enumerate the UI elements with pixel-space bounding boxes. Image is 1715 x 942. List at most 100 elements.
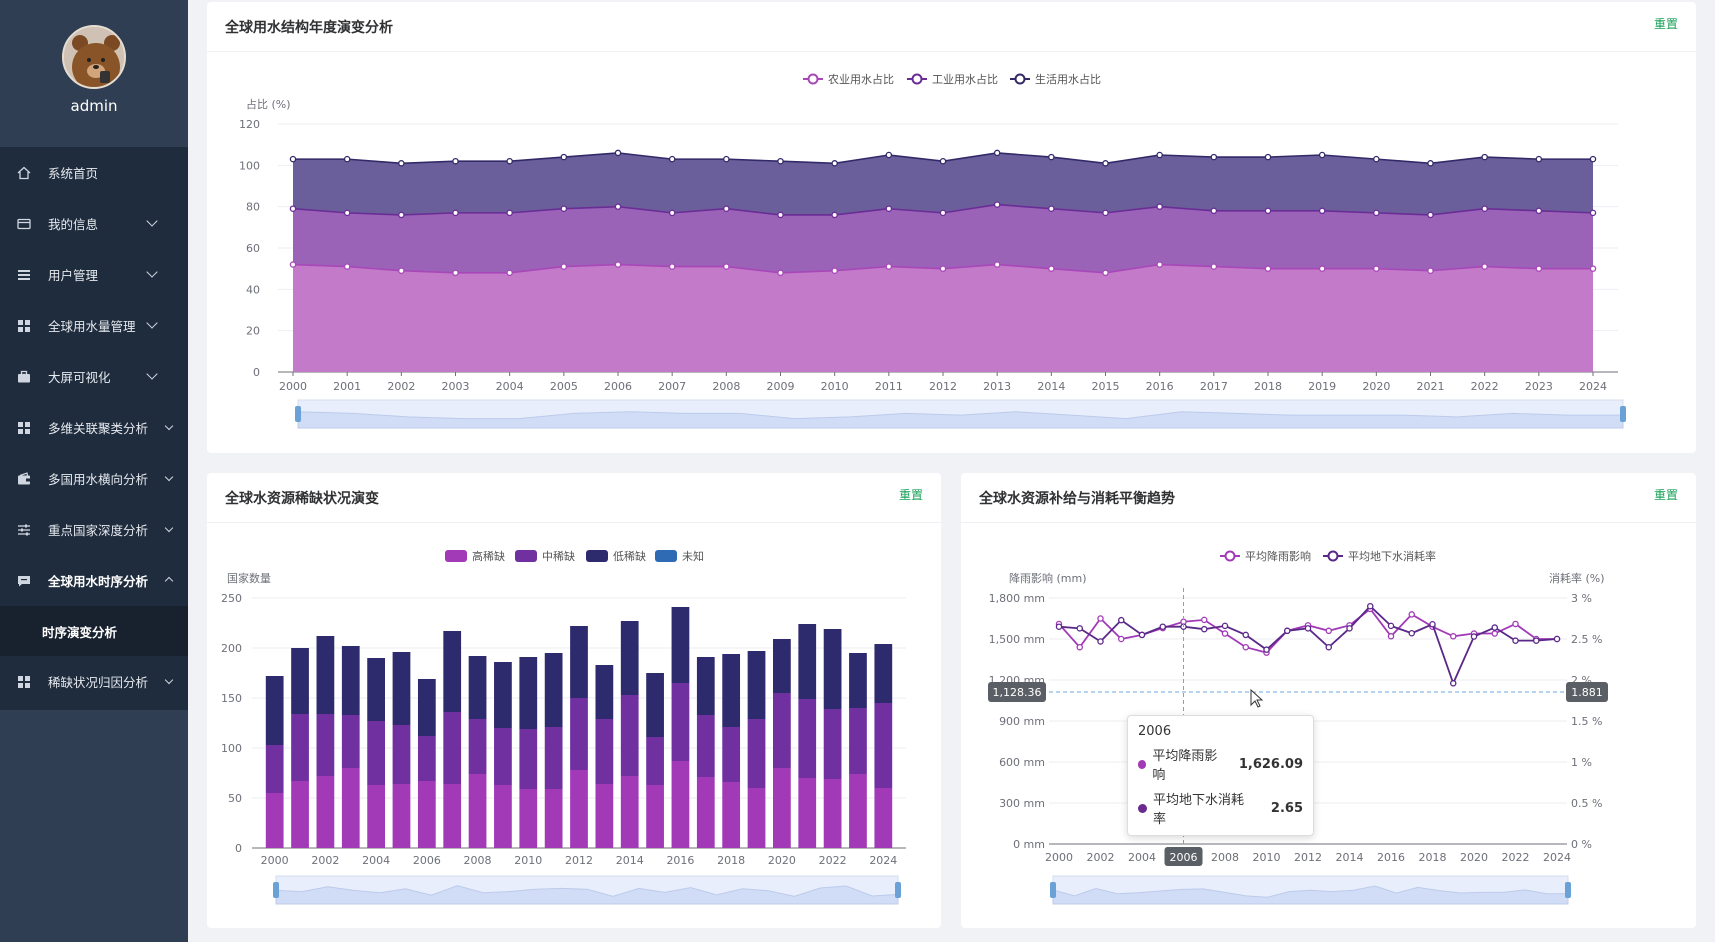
- sidebar-subitem-timeseries-evolution[interactable]: 时序演变分析: [0, 606, 188, 656]
- data-point: [1138, 631, 1146, 639]
- card-title: 全球用水结构年度演变分析: [225, 19, 393, 36]
- sidebar-item-key-country[interactable]: 重点国家深度分析: [0, 504, 188, 555]
- sidebar-item-my-info[interactable]: 我的信息: [0, 198, 188, 249]
- x-tick-label: 2004: [496, 380, 524, 393]
- x-tick-label: 2020: [768, 854, 796, 867]
- data-point: [1242, 643, 1249, 651]
- bar-segment: [417, 781, 436, 848]
- x-tick-label: 2022: [1502, 851, 1530, 864]
- data-point: [668, 263, 676, 270]
- data-point: [1373, 209, 1380, 217]
- bar-segment: [494, 728, 512, 785]
- sidebar-item-label: 全球用水时序分析: [48, 574, 149, 589]
- data-point: [452, 269, 459, 277]
- y2-tick-label: 2.5 %: [1571, 633, 1602, 646]
- mouse-cursor-icon: [1250, 689, 1264, 708]
- bar-segment: [570, 770, 588, 848]
- sidebar-item-cross-country[interactable]: 多国用水横向分析: [0, 453, 188, 504]
- bar-segment: [620, 621, 639, 695]
- avatar[interactable]: [62, 25, 126, 89]
- bar-segment: [443, 784, 462, 848]
- legend-label: 中稀缺: [542, 549, 575, 563]
- card-header: 全球用水结构年度演变分析 重置: [207, 2, 1696, 52]
- data-point: [289, 155, 297, 163]
- y-tick-label: 80: [246, 201, 260, 214]
- sidebar-item-label: 重点国家深度分析: [48, 523, 149, 538]
- bar-segment: [392, 652, 411, 725]
- scarcity-chart: 0 50 100 150 200 250 国家数量 2000 2002 2004 2006 2008 2…: [221, 549, 906, 905]
- data-point: [1048, 153, 1055, 161]
- bar-segment: [468, 719, 487, 774]
- data-point: [614, 203, 622, 210]
- x-tick-label: 2024: [1543, 851, 1571, 864]
- data-point: [1449, 633, 1457, 640]
- x-tick-label: 2014: [616, 854, 644, 867]
- y2-tick-label: 3 %: [1571, 592, 1592, 605]
- area-industry: [293, 204, 1593, 273]
- sidebar-item-home[interactable]: 系统首页: [0, 147, 188, 198]
- x-tick-label: 2010: [514, 854, 542, 867]
- data-point: [1373, 265, 1380, 272]
- data-point: [1117, 635, 1125, 643]
- x-tick-label: 2016: [666, 854, 694, 867]
- bar-segment: [773, 768, 791, 848]
- bar-segment: [747, 788, 766, 848]
- crosshair-right-badge: [1566, 682, 1608, 702]
- data-point: [1055, 623, 1063, 630]
- bar-segment: [874, 788, 893, 848]
- reset-button[interactable]: 重置: [1653, 488, 1678, 502]
- tooltip-row: 平均地下水消耗率 2.65: [1138, 789, 1303, 827]
- y-axis-label: 降雨影响 (mm): [1009, 571, 1087, 585]
- y2-tick-label: 1.5 %: [1571, 715, 1602, 728]
- tooltip-row: 平均降雨影响 1,626.09: [1138, 745, 1303, 783]
- data-point: [1533, 637, 1540, 644]
- y-tick-label: 20: [246, 325, 260, 338]
- sidebar-item-water-management[interactable]: 全球用水量管理: [0, 300, 188, 351]
- bar-segment: [367, 721, 385, 785]
- chevron-down-icon: [164, 675, 174, 685]
- data-point: [506, 209, 513, 217]
- y-tick-label: 50: [228, 792, 242, 805]
- data-point: [398, 267, 405, 274]
- sidebar-item-user-management[interactable]: 用户管理: [0, 249, 188, 300]
- data-point: [1102, 269, 1109, 277]
- x-tick-label: 2024: [1579, 380, 1607, 393]
- sidebar-item-scarcity-attribution[interactable]: 稀缺状况归因分析: [0, 656, 188, 707]
- data-point: [1318, 265, 1326, 272]
- zoom-slider-preview: [275, 885, 899, 905]
- y-tick-label: 150: [221, 692, 242, 705]
- data-point: [1076, 643, 1084, 651]
- chat-icon: [16, 573, 32, 589]
- x-tick-label: 2009: [767, 380, 795, 393]
- sidebar-item-cluster-analysis[interactable]: 多维关联聚类分析: [0, 402, 188, 453]
- x-tick-label: 2006: [413, 854, 441, 867]
- data-point: [1427, 211, 1434, 219]
- reset-button[interactable]: 重置: [898, 488, 923, 502]
- legend-swatch: [515, 550, 537, 562]
- bar-segment: [849, 774, 867, 848]
- x-tick-label: 2022: [1471, 380, 1499, 393]
- data-point: [1427, 160, 1434, 167]
- bar-segment: [646, 673, 664, 737]
- data-point: [1200, 625, 1208, 633]
- chevron-down-icon: [164, 421, 174, 431]
- bar-segment: [696, 715, 715, 777]
- data-point: [1156, 203, 1163, 210]
- bar-segment: [747, 719, 766, 788]
- chart-tooltip: 2006 平均降雨影响 1,626.09 平均地下水消耗率 2.65: [1127, 715, 1314, 836]
- x-tick-label: 2000: [1045, 851, 1073, 864]
- bar-segment: [595, 665, 614, 719]
- bar-segment: [392, 784, 411, 848]
- bar-segment: [823, 779, 842, 848]
- sidebar-item-label: 系统首页: [48, 166, 99, 181]
- reset-button[interactable]: 重置: [1653, 17, 1678, 31]
- chevron-down-icon: [164, 523, 174, 533]
- y-tick-label: 0: [253, 366, 260, 379]
- sidebar-item-timeseries[interactable]: 全球用水时序分析: [0, 555, 188, 606]
- data-point: [1102, 160, 1109, 167]
- area-domestic: [293, 152, 1593, 215]
- y-tick-label: 120: [239, 118, 260, 131]
- sidebar-item-big-screen[interactable]: 大屏可视化: [0, 351, 188, 402]
- x-tick-label: 2020: [1362, 380, 1390, 393]
- data-point: [1048, 205, 1055, 212]
